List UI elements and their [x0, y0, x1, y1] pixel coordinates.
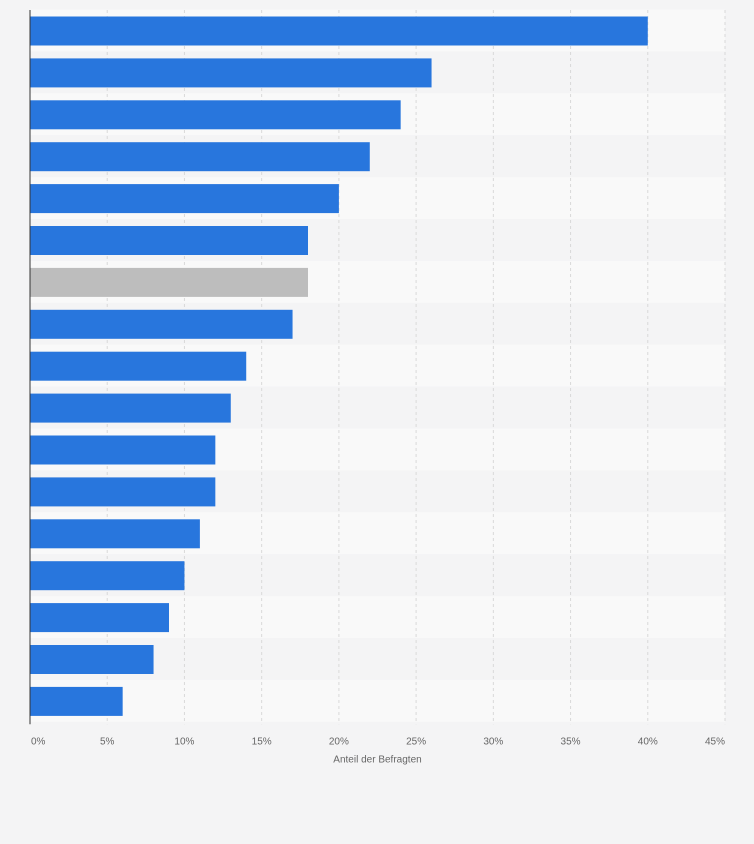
bar: [30, 142, 370, 172]
bar: [30, 58, 432, 88]
bar: [30, 519, 200, 549]
bar: [30, 267, 308, 297]
bar: [30, 226, 308, 255]
x-tick-label: 10%: [174, 736, 194, 747]
x-tick-label: 20%: [329, 736, 349, 747]
x-tick-label: 40%: [638, 736, 658, 747]
x-tick-label: 45%: [705, 736, 725, 747]
x-axis-title: Anteil der Befragten: [333, 754, 421, 765]
x-tick-label: 30%: [483, 736, 503, 747]
bar: [30, 309, 293, 339]
bar: [30, 393, 231, 423]
x-tick-label: 0%: [31, 736, 46, 747]
x-axis-ticks: 0% 5% 10% 15% 20% 25% 30% 35% 40% 45%: [31, 736, 725, 747]
x-tick-label: 25%: [406, 736, 426, 747]
bar: [30, 561, 185, 591]
x-tick-label: 35%: [561, 736, 581, 747]
bar: [30, 435, 216, 465]
bar: [30, 603, 169, 633]
bars: [30, 16, 648, 716]
bar: [30, 686, 123, 716]
x-tick-label: 5%: [100, 736, 115, 747]
bar: [30, 100, 401, 130]
x-tick-label: 15%: [252, 736, 272, 747]
bar: [30, 477, 216, 507]
bar: [30, 16, 648, 46]
row-band: [30, 679, 725, 722]
bar: [30, 184, 339, 214]
bar: [30, 351, 247, 381]
bar: [30, 645, 154, 674]
